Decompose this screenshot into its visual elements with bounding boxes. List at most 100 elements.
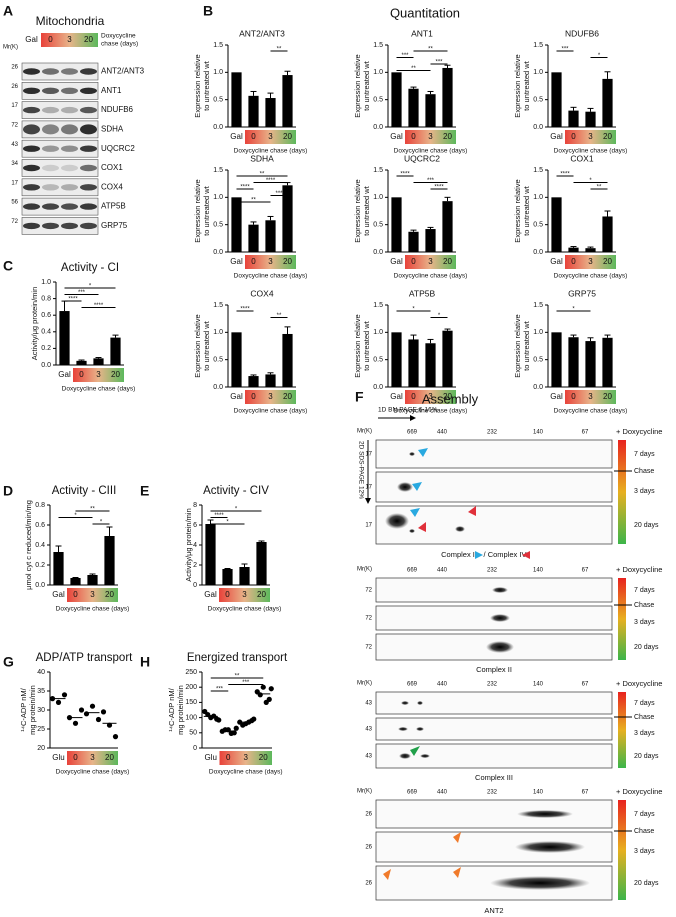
panel-letter: B <box>203 3 213 19</box>
y-tick-label: 0.5 <box>533 357 543 364</box>
data-point <box>89 703 96 709</box>
chart-title: ANT2/ANT3 <box>239 28 285 38</box>
y-axis-label: to untreated wt <box>522 185 531 236</box>
mw-label: 17 <box>365 452 372 458</box>
time-label: 20 days <box>634 880 659 887</box>
y-axis-label: Expression relative <box>513 179 522 242</box>
bar <box>93 358 104 365</box>
x-axis-label: Doxycycline chase (days) <box>56 606 130 613</box>
blot-band <box>23 106 40 114</box>
blot-band <box>80 164 97 172</box>
error-bar <box>604 210 611 217</box>
y-tick-label: 40 <box>37 669 45 676</box>
error-bar <box>267 215 274 221</box>
y-tick-label: 1.0 <box>533 194 543 201</box>
gel-spot <box>399 753 411 759</box>
mw-label: 43 <box>11 142 18 148</box>
error-bar <box>604 71 611 79</box>
error-bar <box>55 545 62 552</box>
significance-label: **** <box>240 185 250 191</box>
bar <box>568 337 579 387</box>
data-point <box>72 720 79 726</box>
x-tick-label: 3 <box>268 257 273 266</box>
significance-label: ** <box>597 185 602 191</box>
marker-label: 140 <box>533 568 544 574</box>
blot-strip <box>21 159 99 177</box>
blot-strip <box>21 178 99 197</box>
significance-label: *** <box>561 47 569 53</box>
y-tick-label: 1.0 <box>213 194 223 201</box>
gel-spot <box>455 526 465 532</box>
x-tick-label: Glu <box>205 753 217 762</box>
y-tick-label: 0.0 <box>533 384 543 391</box>
y-tick-label: 0.0 <box>533 249 543 256</box>
blot-band <box>80 87 97 95</box>
time-label: 3 days <box>634 619 655 626</box>
section-title: Quantitation <box>390 5 460 20</box>
y-tick-label: 0.5 <box>213 222 223 229</box>
lane-label: Gal <box>25 35 38 44</box>
x-tick-label: 20 <box>105 753 114 762</box>
x-tick-label: 0 <box>411 392 416 401</box>
bar <box>248 95 259 127</box>
marker-label: 669 <box>407 568 418 574</box>
y-tick-label: 0.0 <box>35 582 45 589</box>
y-tick-label: 1.0 <box>373 194 383 201</box>
color-bar <box>618 440 626 544</box>
chart-title: GRP75 <box>568 288 596 298</box>
y-tick-label: 0.0 <box>373 384 383 391</box>
marker-label: 669 <box>407 682 418 688</box>
treatment-gradient <box>67 751 118 765</box>
x-axis-label: Doxycycline chase (days) <box>56 769 130 776</box>
bar <box>391 332 402 387</box>
y-tick-label: 20 <box>37 745 45 752</box>
significance-label: * <box>589 178 592 184</box>
gel-spot <box>517 810 573 818</box>
complex-caption: Complex III <box>475 773 513 782</box>
time-label: 7 days <box>634 587 655 594</box>
significance-label: *** <box>427 178 435 184</box>
bar <box>110 337 121 365</box>
x-tick-label: 20 <box>443 257 452 266</box>
x-tick-label: 0 <box>571 392 576 401</box>
significance-label: *** <box>275 191 283 197</box>
error-bar <box>267 372 274 375</box>
chase-label: Chase <box>634 602 654 609</box>
x-axis-label: Doxycycline chase (days) <box>62 386 136 393</box>
blot-title: Mitochondria <box>36 14 105 28</box>
chase-label: Chase <box>634 714 654 721</box>
complex-caption: Complex I <box>441 550 475 559</box>
y-tick-label: 1.0 <box>213 329 223 336</box>
mw-header: Mr(K) <box>357 429 372 435</box>
time-label: 7 days <box>634 700 655 707</box>
arrow-marker <box>412 482 422 491</box>
arrow-marker <box>410 508 420 517</box>
marker-label: 232 <box>487 790 498 796</box>
bar <box>602 216 613 252</box>
arrow-marker <box>453 867 461 878</box>
x-tick-label: 3 <box>268 132 273 141</box>
mw-label: 17 <box>365 485 372 491</box>
arrow-marker <box>383 869 391 880</box>
treatment-gradient <box>565 255 616 269</box>
significance-label: ** <box>411 66 416 72</box>
chart-title: COX1 <box>570 153 593 163</box>
gel-spot <box>401 701 409 705</box>
treatment-label: + Doxycycline <box>616 565 662 574</box>
significance-label: *** <box>435 60 443 66</box>
mw-label: 26 <box>365 845 372 851</box>
blot-band <box>61 87 78 95</box>
gel-spot <box>486 641 514 653</box>
x-axis-label: Doxycycline chase (days) <box>234 408 308 415</box>
error-bar <box>258 540 265 542</box>
y-tick-label: 25 <box>37 726 45 733</box>
protein-label: ANT1 <box>101 86 122 95</box>
marker-label: 232 <box>487 682 498 688</box>
complex-caption: Complex II <box>476 665 512 674</box>
mw-label: 43 <box>365 701 372 707</box>
bar <box>239 567 250 585</box>
blot-band <box>61 124 78 135</box>
panel-letter: H <box>140 654 150 670</box>
marker-label: 232 <box>487 568 498 574</box>
arrow-head <box>365 498 371 504</box>
